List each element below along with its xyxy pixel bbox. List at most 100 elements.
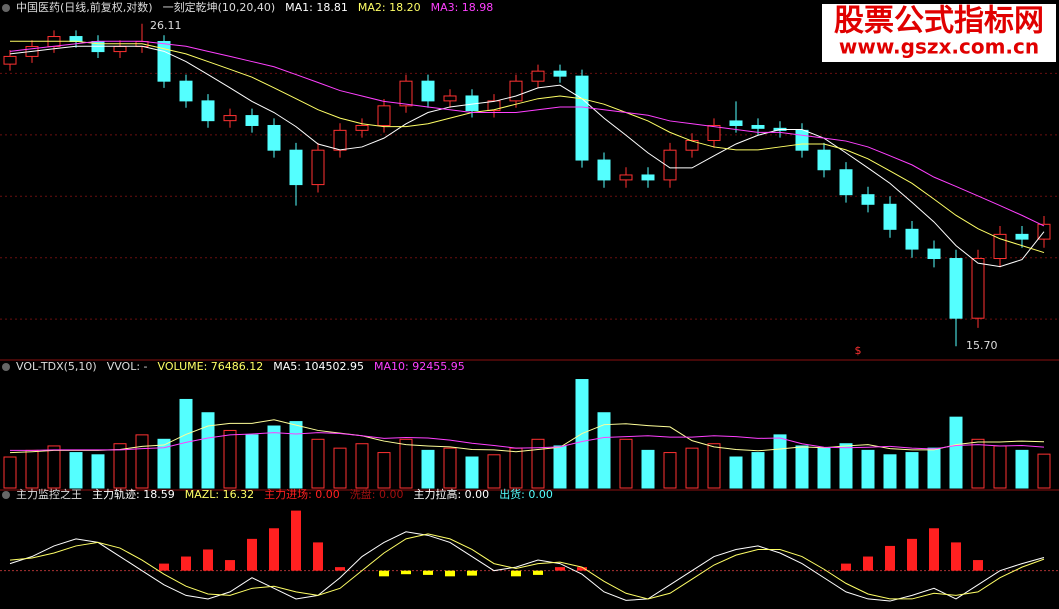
legend-item: VOL-TDX(5,10) — [16, 360, 97, 373]
candle-body — [355, 124, 369, 131]
volume-bar — [641, 449, 655, 489]
volume-bar — [553, 445, 567, 489]
volume-bar — [861, 449, 875, 489]
candle-body — [289, 149, 303, 186]
legend-item: 主力进场: 0.00 — [264, 487, 340, 501]
low-annotation: 15.70 — [966, 339, 998, 352]
legend-item: 出货: 0.00 — [499, 487, 553, 501]
signal-bar — [159, 563, 169, 571]
signal-bar — [973, 560, 983, 571]
volume-bar — [883, 454, 897, 489]
candle-body — [751, 124, 765, 129]
signal-marker: $ — [855, 344, 862, 357]
signal-bar — [577, 567, 587, 571]
volume-bar — [905, 452, 919, 489]
signal-bar — [423, 570, 433, 575]
volume-bar — [465, 456, 479, 489]
legend-icon — [2, 491, 10, 499]
legend-item: MA2: 18.20 — [358, 1, 421, 14]
legend-item: MA1: 18.81 — [285, 1, 348, 14]
candle-body — [619, 174, 633, 181]
signal-bar — [555, 567, 565, 571]
volume-bar — [729, 456, 743, 489]
candle-body — [641, 174, 655, 181]
candle-body — [993, 233, 1007, 260]
legend-item: MAZL: 16.32 — [185, 488, 254, 501]
signal-bar — [885, 545, 895, 571]
signal-bar — [467, 570, 477, 576]
volume-bar — [421, 449, 435, 489]
volume-bar — [113, 443, 127, 489]
candle-body — [267, 124, 281, 151]
candle-body — [201, 100, 215, 122]
volume-bar — [773, 434, 787, 489]
candle-body — [399, 80, 413, 107]
legend-item: 洗盘: 0.00 — [350, 487, 404, 501]
volume-bar — [157, 438, 171, 489]
candle-body — [685, 139, 699, 151]
candle-body — [3, 55, 17, 65]
volume-bar — [311, 438, 325, 489]
indicator-line — [9, 45, 1045, 268]
candle-body — [663, 149, 677, 181]
volume-bar — [927, 447, 941, 489]
legend-icon — [2, 363, 10, 371]
candle-body — [245, 115, 259, 126]
legend-item: VOLUME: 76486.12 — [158, 360, 264, 373]
volume-bar — [531, 438, 545, 489]
indicator-line — [9, 531, 1045, 602]
signal-bar — [313, 542, 323, 571]
volume-bar — [487, 454, 501, 489]
signal-bar — [247, 538, 257, 571]
legend-item: 主力监控之王 — [16, 487, 82, 501]
indicator-line — [10, 432, 1045, 451]
volume-bar — [355, 443, 369, 489]
legend-item: 中国医药(日线,前复权,对数) — [16, 0, 153, 14]
signal-bar — [841, 563, 851, 571]
candle-body — [927, 248, 941, 260]
signal-bar — [907, 538, 917, 571]
volume-bar — [333, 447, 347, 489]
candle-body — [817, 149, 831, 171]
candle-body — [487, 100, 501, 112]
candle-body — [575, 75, 589, 161]
candle-body — [949, 258, 963, 319]
candle-body — [179, 80, 193, 102]
signal-bar — [511, 570, 521, 577]
indicator-line — [9, 533, 1045, 600]
volume-bar — [663, 452, 677, 489]
candle-body — [707, 124, 721, 141]
volume-bar — [245, 434, 259, 489]
legend-item: VVOL: - — [107, 360, 148, 373]
volume-bar — [619, 438, 633, 489]
signal-bar — [269, 528, 279, 571]
signal-bar — [379, 570, 389, 577]
volume-bar — [377, 452, 391, 489]
candle-body — [113, 46, 127, 53]
candle-body — [531, 70, 545, 82]
candle-body — [553, 70, 567, 77]
candle-body — [223, 115, 237, 122]
volume-bar — [597, 412, 611, 489]
legend-item: 主力拉高: 0.00 — [413, 487, 489, 501]
high-annotation: 26.11 — [150, 19, 182, 32]
volume-bar — [223, 429, 237, 489]
legend-item: MA10: 92455.95 — [374, 360, 465, 373]
candle-body — [839, 169, 853, 196]
volume-bar — [949, 416, 963, 489]
volume-bar — [993, 445, 1007, 489]
signal-bar — [445, 570, 455, 577]
volume-bar — [69, 452, 83, 489]
candle-body — [905, 228, 919, 250]
watermark-box — [822, 4, 1056, 62]
watermark-title: 股票公式指标网 — [834, 4, 1044, 39]
signal-bar — [181, 556, 191, 571]
legend-item: MA3: 18.98 — [431, 1, 494, 14]
volume-bar — [47, 445, 61, 489]
indicator-line — [10, 40, 1045, 254]
candle-body — [333, 129, 347, 151]
volume-bar — [795, 445, 809, 489]
indicator-line — [9, 419, 1045, 454]
